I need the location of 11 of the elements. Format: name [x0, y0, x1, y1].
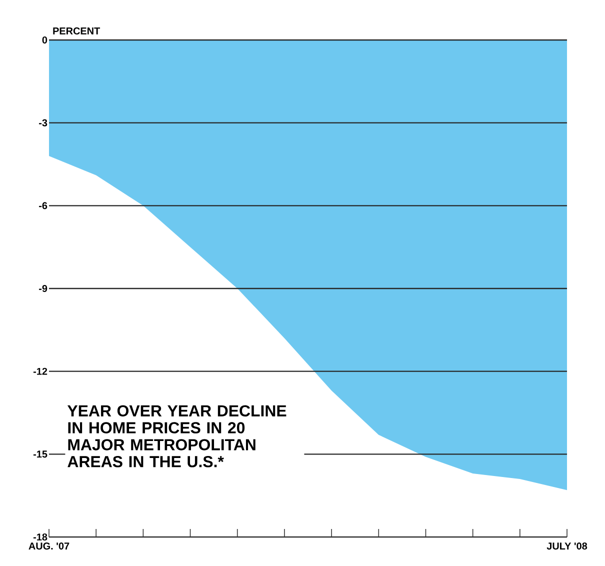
y-tick-label: -18	[33, 533, 48, 541]
x-tick-label: JULY '08	[546, 542, 588, 550]
x-tick-label: AUG. '07	[28, 542, 70, 550]
y-tick-label: -12	[33, 368, 48, 375]
annotation: YEAR OVER YEAR DECLINE IN HOME PRICES IN 20 MAJOR METROPOLITAN AREAS IN THE U.S.*	[67, 405, 286, 468]
y-tick-label: -15	[33, 450, 48, 458]
y-axis-title: PERCENT	[53, 27, 100, 34]
y-tick-label: -3	[39, 119, 48, 126]
y-tick-label: -9	[39, 284, 48, 292]
y-tick-label: 0	[42, 36, 48, 44]
y-tick-label: -6	[39, 202, 48, 210]
